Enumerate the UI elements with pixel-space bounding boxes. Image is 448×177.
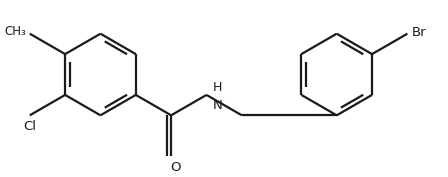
Text: Cl: Cl [23,120,36,133]
Text: H: H [213,81,222,94]
Text: N: N [213,99,223,112]
Text: O: O [170,161,181,174]
Text: Br: Br [412,26,426,39]
Text: CH₃: CH₃ [5,25,26,38]
